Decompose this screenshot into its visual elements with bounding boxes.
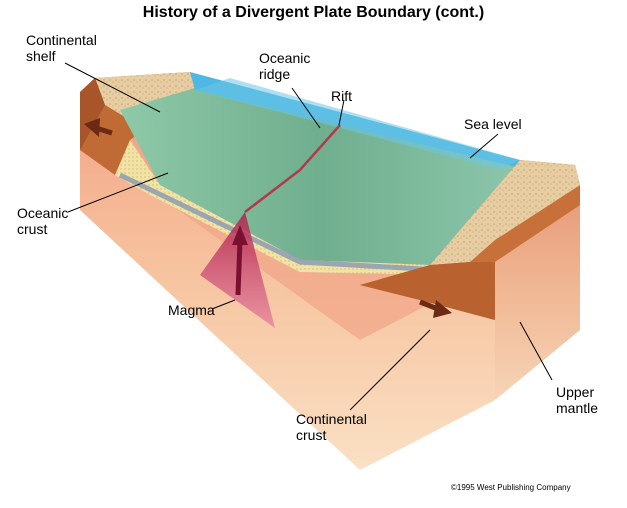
copyright-credit: ©1995 West Publishing Company bbox=[451, 483, 571, 492]
leader-lines bbox=[64, 62, 553, 411]
label-oceanic-ridge: Oceanic ridge bbox=[259, 50, 311, 82]
block-right-face bbox=[495, 185, 580, 400]
label-upper-mantle: Upper mantle bbox=[556, 384, 599, 416]
magma-arrow bbox=[232, 225, 248, 296]
label-sea-level: Sea level bbox=[464, 116, 522, 132]
label-continental-shelf: Continental shelf bbox=[26, 32, 97, 64]
label-continental-crust: Continental crust bbox=[296, 411, 367, 443]
rift-line bbox=[244, 124, 341, 213]
label-oceanic-crust: Oceanic crust bbox=[17, 205, 69, 237]
label-magma: Magma bbox=[168, 302, 215, 318]
ocean-floor bbox=[115, 88, 520, 275]
diagram-title: History of a Divergent Plate Boundary (c… bbox=[142, 4, 485, 21]
sea-surface bbox=[190, 72, 520, 170]
left-plate-arrow bbox=[84, 118, 113, 137]
right-plate-arrow bbox=[419, 299, 452, 318]
right-continental-block bbox=[360, 160, 580, 320]
label-rift: Rift bbox=[331, 88, 352, 104]
